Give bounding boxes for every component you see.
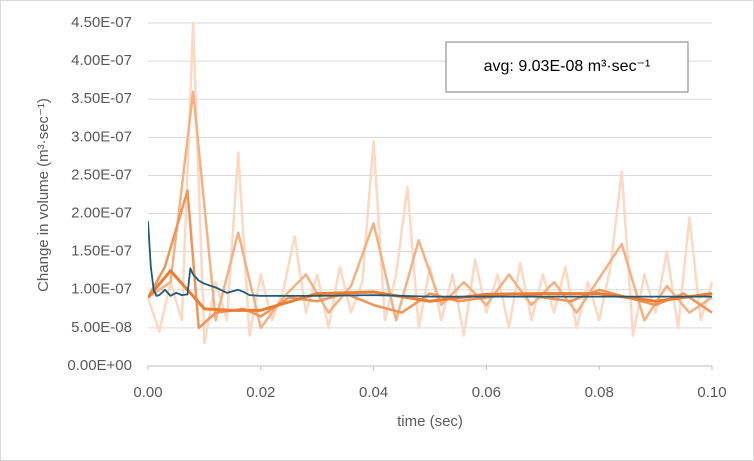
x-tick-label: 0.08 — [585, 384, 614, 401]
y-tick-label: 1.00E-07 — [71, 281, 132, 298]
series-line — [148, 269, 713, 312]
annotation-box — [445, 41, 689, 93]
y-tick-label: 3.00E-07 — [71, 128, 132, 145]
y-tick-label: 3.50E-07 — [71, 90, 132, 107]
series-line — [148, 21, 714, 345]
series-line — [148, 221, 712, 298]
x-tick-label: 0.06 — [472, 384, 501, 401]
y-tick-label: 1.50E-07 — [71, 243, 132, 260]
y-tick-label: 4.00E-07 — [71, 52, 132, 69]
x-tick-label: 0.00 — [133, 384, 162, 401]
series-line — [148, 90, 713, 330]
x-axis-title: time (sec) — [397, 413, 463, 430]
y-tick-label: 5.00E-08 — [71, 319, 132, 336]
series-line — [148, 189, 713, 330]
y-tick-label: 0.00E+00 — [67, 357, 132, 374]
x-tick-label: 0.10 — [697, 384, 726, 401]
y-tick-label: 4.50E-07 — [71, 14, 132, 31]
x-tick-label: 0.02 — [246, 384, 275, 401]
y-axis-title: Change in volume (m³·sec⁻¹) — [35, 98, 52, 292]
y-tick-label: 2.00E-07 — [71, 205, 132, 222]
x-tick-label: 0.04 — [359, 384, 388, 401]
y-tick-label: 2.50E-07 — [71, 166, 132, 183]
annotation: avg: 9.03E-08 m³·sec⁻¹ — [484, 58, 651, 75]
